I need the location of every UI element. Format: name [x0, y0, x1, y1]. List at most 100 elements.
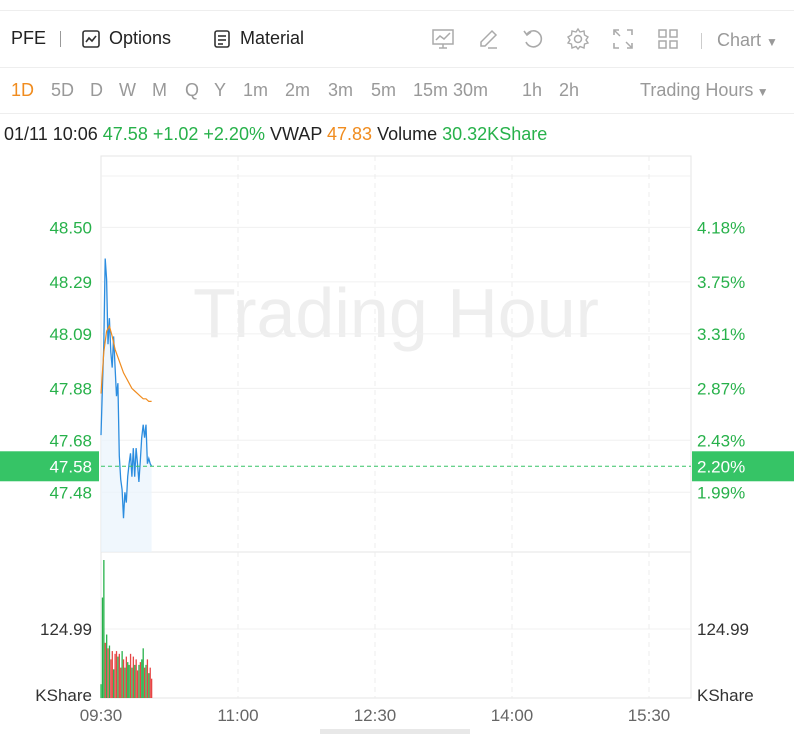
material-icon [214, 29, 230, 48]
x-tick-label: 09:30 [80, 706, 123, 725]
period-tab-q[interactable]: Q [185, 80, 200, 100]
quote-price: 47.58 [102, 124, 148, 144]
volume-bar [132, 656, 135, 698]
period-tab-2m[interactable]: 2m [285, 80, 311, 100]
symbol-label[interactable]: PFE [11, 28, 47, 48]
options-button[interactable]: Options [81, 28, 171, 49]
price-tick-label: 47.68 [49, 431, 92, 450]
period-tab-w[interactable]: W [119, 80, 136, 100]
chart-type-dropdown[interactable]: Chart ▼ [717, 30, 778, 51]
watermark-text: Trading Hour [193, 274, 599, 352]
caret-down-icon: ▼ [753, 85, 769, 99]
volume-bar [150, 678, 153, 698]
volume-bar [149, 667, 151, 698]
volume-unit-label-right: KShare [697, 686, 754, 705]
toolbar-separator [701, 33, 702, 49]
volume-bar [127, 662, 129, 698]
volume-bar [146, 659, 149, 698]
volume-bar [134, 664, 136, 698]
price-tick-label: 48.09 [49, 325, 92, 344]
volume-bar [138, 664, 140, 698]
quote-change-pct: +2.20% [203, 124, 265, 144]
period-tab-2h[interactable]: 2h [559, 80, 580, 100]
pct-tick-label: 3.75% [697, 273, 745, 292]
volume-bar [111, 651, 113, 698]
price-tick-label: 48.29 [49, 273, 92, 292]
volume-bar [104, 642, 106, 698]
top-toolbar: PFE Options Material Chart ▼ [0, 10, 794, 68]
volume-bar [117, 656, 119, 698]
options-label: Options [109, 28, 172, 48]
volume-bar [128, 664, 130, 698]
options-icon [82, 29, 100, 48]
volume-bar [125, 656, 127, 698]
period-tab-y[interactable]: Y [214, 80, 227, 100]
price-tick-label: 48.50 [49, 218, 92, 237]
price-tick-label: 47.48 [49, 483, 92, 502]
volume-bar [141, 659, 143, 698]
reset-icon[interactable] [521, 27, 545, 51]
volume-bar [129, 653, 132, 698]
price-series-line [100, 258, 153, 519]
volume-bar [113, 669, 115, 698]
period-tab-15m[interactable]: 15m [413, 80, 449, 100]
pct-tick-label: 3.31% [697, 325, 745, 344]
indicator-icon[interactable] [431, 27, 455, 51]
volume-bar [136, 670, 139, 698]
fullscreen-icon[interactable] [611, 27, 635, 51]
volume-bar [110, 659, 112, 698]
x-tick-label: 12:30 [354, 706, 397, 725]
period-tab-3m[interactable]: 3m [328, 80, 354, 100]
toolbar-separator [60, 31, 61, 47]
vwap-label: VWAP [269, 124, 322, 144]
quote-change: +1.02 [152, 124, 199, 144]
settings-icon[interactable] [566, 27, 590, 51]
volume-bar [143, 667, 146, 698]
period-tab-1d[interactable]: 1D [11, 80, 35, 100]
price-tick-label: 47.88 [49, 379, 92, 398]
vwap-value: 47.83 [327, 124, 373, 144]
trading-hours-label: Trading Hours [640, 80, 754, 100]
layout-icon[interactable] [656, 27, 680, 51]
scrollbar-thumb [320, 729, 470, 734]
pct-tick-label: 4.18% [697, 218, 745, 237]
volume-bar [108, 645, 111, 698]
material-label: Material [240, 28, 305, 48]
pct-tick-label: 2.43% [697, 431, 745, 450]
period-tab-30m[interactable]: 30m [453, 80, 489, 100]
volume-bar [124, 667, 126, 698]
volume-bar [106, 634, 108, 698]
volume-bar [101, 597, 104, 698]
pct-tick-label: 1.99% [697, 483, 745, 502]
period-tab-1m[interactable]: 1m [243, 80, 269, 100]
period-tab-5d[interactable]: 5D [51, 80, 75, 100]
current-price-label: 47.58 [49, 457, 92, 476]
volume-bar [107, 648, 109, 698]
period-tab-m[interactable]: M [152, 80, 167, 100]
x-tick-label: 11:00 [217, 706, 258, 725]
current-pct-tag [692, 451, 794, 482]
material-button[interactable]: Material [212, 28, 304, 49]
current-pct-label: 2.20% [697, 457, 745, 476]
volume-tick-label-right: 124.99 [697, 620, 749, 639]
current-price-tag [0, 451, 99, 482]
x-tick-label: 15:30 [628, 706, 671, 725]
volume-bar [120, 667, 122, 698]
volume-value: 30.32KShare [442, 124, 548, 144]
intraday-chart[interactable]: Trading Hour 48.50 4.18% 48.29 3.75% 48.09 3.3… [0, 152, 794, 734]
volume-bar [115, 651, 118, 698]
volume-bar [121, 651, 123, 698]
volume-bar [114, 653, 116, 698]
volume-label: Volume [377, 124, 438, 144]
period-tab-5m[interactable]: 5m [371, 80, 397, 100]
draw-icon[interactable] [476, 27, 500, 51]
volume-bar [122, 659, 125, 698]
volume-bar [142, 648, 144, 698]
quote-summary: 01/11 10:06 47.58 +1.02 +2.20% VWAP 47.8… [4, 124, 547, 145]
chart-frame [100, 155, 692, 699]
period-tab-d[interactable]: D [90, 80, 103, 100]
caret-down-icon: ▼ [766, 35, 778, 49]
period-tab-1h[interactable]: 1h [522, 80, 543, 100]
trading-hours-dropdown[interactable]: Trading Hours ▼ [640, 80, 769, 101]
vwap-series-line [100, 324, 152, 402]
